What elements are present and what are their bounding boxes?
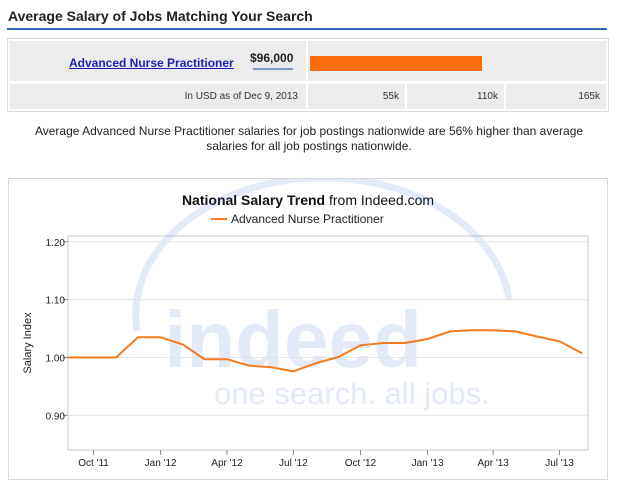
salary-bar-cell [308, 41, 606, 81]
y-gridlines [68, 241, 588, 416]
y-tick-label: 1.10 [46, 296, 66, 307]
salary-summary-box: Advanced Nurse Practitioner $96,000 In U… [7, 38, 609, 112]
x-tick-label: Jan '13 [412, 458, 444, 469]
footnote-cell: In USD as of Dec 9, 2013 [10, 84, 306, 109]
legend-label[interactable]: Advanced Nurse Practitioner [231, 212, 384, 226]
salary-trend-chart: National Salary Trend from Indeed.com Ad… [22, 174, 589, 469]
x-tick-label: Oct '11 [78, 458, 109, 469]
salary-trend-panel: National Salary Trend from Indeed.com Ad… [8, 174, 608, 480]
section-title: Average Salary of Jobs Matching Your Sea… [8, 8, 313, 24]
watermark-swoosh [132, 174, 513, 332]
y-axis: 0.90 1.00 1.10 1.20 [46, 238, 68, 422]
scale-label-110k: 110k [477, 91, 498, 102]
salary-amount-underline [253, 68, 293, 70]
scale-label-165k: 165k [578, 91, 600, 102]
salary-footnote: In USD as of Dec 9, 2013 [184, 91, 298, 102]
scale-label-55k: 55k [382, 91, 399, 102]
scale-cell-110k: 110k [407, 84, 504, 109]
section-header: Average Salary of Jobs Matching Your Sea… [7, 6, 607, 30]
scale-cell-55k: 55k [308, 84, 405, 109]
x-tick-label: Oct '12 [345, 458, 377, 469]
y-axis-label: Salary Index [22, 312, 34, 374]
salary-comparison-text: Average Advanced Nurse Practitioner sala… [34, 124, 584, 153]
chart-title: National Salary Trend from Indeed.com [182, 192, 434, 208]
watermark-logo: indeed [164, 295, 422, 384]
x-tick-label: Apr '13 [478, 458, 510, 469]
salary-bar [310, 56, 482, 71]
series-line-advanced-nurse-practitioner [68, 329, 583, 373]
indeed-watermark: indeed one search. all jobs. [132, 174, 513, 411]
y-tick-label: 0.90 [46, 411, 66, 422]
scale-cell-165k: 165k [506, 84, 606, 109]
chart-title-bold: National Salary Trend [182, 192, 325, 208]
job-title-cell: Advanced Nurse Practitioner $96,000 [10, 41, 306, 81]
x-tick-label: Jul '12 [279, 458, 308, 469]
job-title-link[interactable]: Advanced Nurse Practitioner [69, 56, 234, 70]
x-axis: Oct '11 Jan '12 Apr '12 Jul '12 Oct '12 Jan '… [78, 450, 574, 469]
watermark-tagline: one search. all jobs. [214, 376, 490, 411]
plot-area [67, 235, 589, 451]
salary-amount: $96,000 [250, 51, 294, 65]
x-tick-label: Jan '12 [145, 458, 177, 469]
chart-title-rest: from Indeed.com [325, 192, 434, 208]
x-tick-label: Apr '12 [211, 458, 243, 469]
y-tick-label: 1.20 [46, 238, 66, 249]
y-tick-label: 1.00 [46, 353, 66, 364]
x-tick-label: Jul '13 [545, 458, 574, 469]
